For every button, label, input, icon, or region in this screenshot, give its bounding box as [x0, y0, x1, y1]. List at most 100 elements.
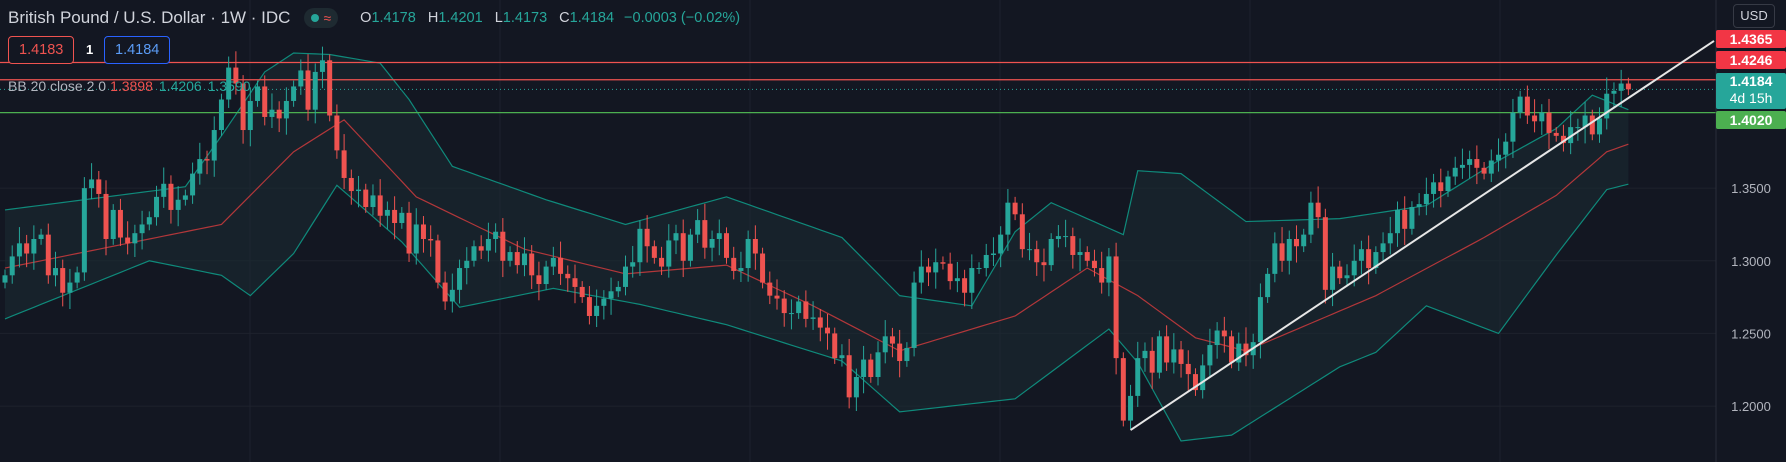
candle-body	[298, 70, 304, 87]
candle-body	[521, 253, 527, 266]
candle-body	[1539, 112, 1545, 122]
candle-body	[1409, 207, 1415, 229]
candle-body	[630, 262, 636, 267]
candle-body	[428, 238, 434, 241]
indicator-legend[interactable]: BB 20 close 2 0 1.3898 1.4206 1.3590	[8, 78, 251, 94]
candle-body	[926, 266, 932, 273]
candle-body	[1568, 127, 1574, 144]
candle-body	[190, 173, 196, 196]
candle-body	[796, 301, 802, 314]
candle-body	[255, 86, 261, 101]
candle-body	[918, 266, 924, 283]
candle-body	[897, 343, 903, 362]
candle-body	[760, 253, 766, 283]
candle-body	[1546, 112, 1552, 133]
candle-body	[904, 347, 910, 362]
indicator-name: BB 20 close 2 0	[8, 78, 107, 94]
candle-body	[558, 257, 564, 274]
candle-body	[1416, 204, 1422, 208]
symbol-title[interactable]: British Pound / U.S. Dollar · 1W · IDC	[8, 8, 291, 27]
candle-body	[211, 130, 217, 161]
candle-body	[947, 263, 953, 282]
candle-body	[1589, 115, 1595, 135]
quantity-value[interactable]: 1	[86, 42, 94, 57]
candle-body	[478, 246, 484, 251]
market-open-icon	[311, 14, 320, 22]
candle-body	[695, 220, 701, 235]
candle-body	[1366, 249, 1372, 269]
candle-body	[731, 257, 737, 271]
candle-body	[1337, 266, 1343, 279]
candle-body	[1243, 343, 1249, 356]
candle-body	[392, 209, 398, 224]
candle-body	[24, 243, 30, 254]
candle-body	[1286, 238, 1292, 261]
buy-button[interactable]: 1.4184	[104, 36, 171, 64]
candle-body	[976, 268, 982, 270]
candle-body	[1207, 345, 1213, 366]
candle-body	[356, 189, 362, 192]
candle-body	[601, 298, 607, 306]
candle-body	[1005, 202, 1011, 235]
candle-body	[197, 159, 203, 174]
y-tick-label: 1.3500	[1731, 181, 1771, 196]
candle-body	[622, 266, 628, 287]
candle-body	[615, 286, 621, 292]
candle-body	[1293, 238, 1299, 247]
candle-body	[687, 234, 693, 261]
high-value: 1.4201	[438, 10, 483, 26]
candle-body	[125, 237, 131, 244]
candle-body	[1229, 336, 1235, 363]
candle-body	[110, 209, 116, 239]
price-axis-panel	[1716, 0, 1786, 462]
candle-body	[1474, 159, 1480, 168]
candle-body	[312, 71, 318, 110]
candle-body	[810, 317, 816, 319]
candle-body	[550, 257, 556, 267]
candle-body	[1503, 141, 1509, 155]
indicator-lower: 1.3590	[207, 78, 251, 94]
sell-button[interactable]: 1.4183	[8, 36, 75, 64]
candle-body	[139, 224, 145, 234]
status-pill[interactable]: ≈	[304, 8, 339, 28]
candle-body	[146, 217, 152, 225]
candle-body	[1597, 118, 1603, 135]
candle-body	[117, 209, 123, 238]
candles	[2, 46, 1631, 430]
candle-body	[132, 233, 138, 244]
basis-line	[4, 119, 1629, 352]
candle-body	[1423, 193, 1429, 205]
candle-body	[702, 220, 708, 248]
candle-body	[1091, 260, 1097, 269]
candle-body	[384, 209, 390, 216]
price-tag-hl-mid: 1.4246	[1716, 51, 1786, 69]
candle-body	[1351, 260, 1357, 276]
candle-body	[962, 278, 968, 293]
candle-body	[1120, 358, 1126, 421]
candle-body	[464, 260, 470, 269]
candle-body	[226, 67, 232, 100]
candle-body	[1019, 214, 1025, 250]
candle-body	[889, 336, 895, 344]
candle-body	[233, 67, 239, 84]
candle-body	[1200, 365, 1206, 391]
candle-body	[1171, 349, 1177, 363]
candle-body	[745, 238, 751, 269]
candle-body	[1553, 132, 1559, 136]
candle-body	[471, 246, 477, 261]
candle-body	[1445, 176, 1451, 192]
candle-body	[53, 268, 59, 276]
candle-body	[457, 268, 463, 290]
candle-body	[1084, 252, 1090, 261]
currency-button[interactable]: USD	[1733, 4, 1775, 28]
y-tick-label: 1.3000	[1731, 254, 1771, 269]
candle-body	[103, 193, 109, 239]
candle-body	[1322, 217, 1328, 290]
candle-body	[752, 238, 758, 254]
ohlc-values: O1.4178 H1.4201 L1.4173 C1.4184 −0.0003 …	[360, 10, 741, 26]
candle-body	[1517, 96, 1523, 113]
candle-body	[1128, 395, 1134, 421]
candle-body	[1524, 96, 1530, 116]
candle-body	[1488, 160, 1494, 174]
